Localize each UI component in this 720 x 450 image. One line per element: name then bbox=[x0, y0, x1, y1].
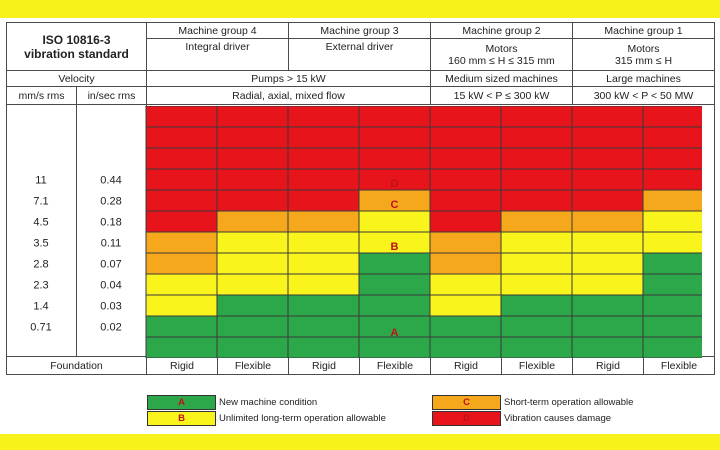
velocity-in-tick: 0.07 bbox=[100, 259, 121, 271]
legend-swatch-d: D bbox=[432, 411, 501, 426]
group1-desc: Motors 315 mm ≤ H bbox=[572, 38, 715, 71]
group2-desc: Motors 160 mm ≤ H ≤ 315 mm bbox=[430, 38, 573, 71]
legend-label-c: Short-term operation allowable bbox=[504, 397, 634, 408]
foundation-col-6: Flexible bbox=[501, 356, 573, 375]
zone-label-b: B bbox=[391, 241, 399, 253]
group4-desc: Integral driver bbox=[146, 38, 289, 71]
bottom-yellow-band bbox=[0, 434, 720, 450]
velocity-mm-tick: 11 bbox=[35, 175, 46, 187]
velocity-mm-tick: 0.71 bbox=[30, 322, 51, 334]
velocity-in-tick: 0.44 bbox=[100, 175, 121, 187]
zone-chart: 11 0.44 7.1 0.28 4.5 0.18 3.5 0.11 2.8 0.07 2.3 0.0… bbox=[30, 106, 702, 358]
velocity-in-column bbox=[76, 104, 147, 357]
zone-label-d: D bbox=[391, 178, 399, 190]
foundation-label: Foundation bbox=[6, 356, 147, 375]
large-range-label: 300 kW < P < 50 MW bbox=[572, 86, 715, 105]
velocity-mm-tick: 3.5 bbox=[33, 238, 48, 250]
velocity-mm-tick: 1.4 bbox=[33, 301, 48, 313]
foundation-col-3: Rigid bbox=[288, 356, 360, 375]
group2-name: Machine group 2 bbox=[430, 22, 573, 39]
velocity-in-tick: 0.02 bbox=[100, 322, 121, 334]
legend-swatch-c: C bbox=[432, 395, 501, 410]
foundation-col-5: Rigid bbox=[430, 356, 502, 375]
velocity-mm-tick: 2.3 bbox=[33, 280, 48, 292]
zone-label-a: A bbox=[391, 327, 399, 339]
legend-swatch-a: A bbox=[147, 395, 216, 410]
top-yellow-band bbox=[0, 0, 720, 18]
legend-label-a: New machine condition bbox=[219, 397, 318, 408]
velocity-in-tick: 0.04 bbox=[100, 280, 121, 292]
foundation-col-8: Flexible bbox=[643, 356, 715, 375]
legend-label-b: Unlimited long-term operation allowable bbox=[219, 413, 386, 424]
velocity-mm-tick: 7.1 bbox=[33, 196, 48, 208]
pumps-flow-label: Radial, axial, mixed flow bbox=[146, 86, 431, 105]
velocity-mm-column bbox=[6, 104, 77, 357]
velocity-in-tick: 0.03 bbox=[100, 301, 121, 313]
velocity-mm-tick: 2.8 bbox=[33, 259, 48, 271]
legend-swatch-b: B bbox=[147, 411, 216, 426]
velocity-mm-tick: 4.5 bbox=[33, 217, 48, 229]
velocity-in-tick: 0.28 bbox=[100, 196, 121, 208]
foundation-col-1: Rigid bbox=[146, 356, 218, 375]
legend-label-d: Vibration causes damage bbox=[504, 413, 612, 424]
zone-label-c: C bbox=[391, 199, 399, 211]
velocity-in-tick: 0.11 bbox=[101, 238, 122, 250]
velocity-in-tick: 0.18 bbox=[100, 217, 121, 229]
medium-machines-label: Medium sized machines bbox=[430, 70, 573, 87]
zone-cell-r11-c7 bbox=[642, 336, 702, 358]
